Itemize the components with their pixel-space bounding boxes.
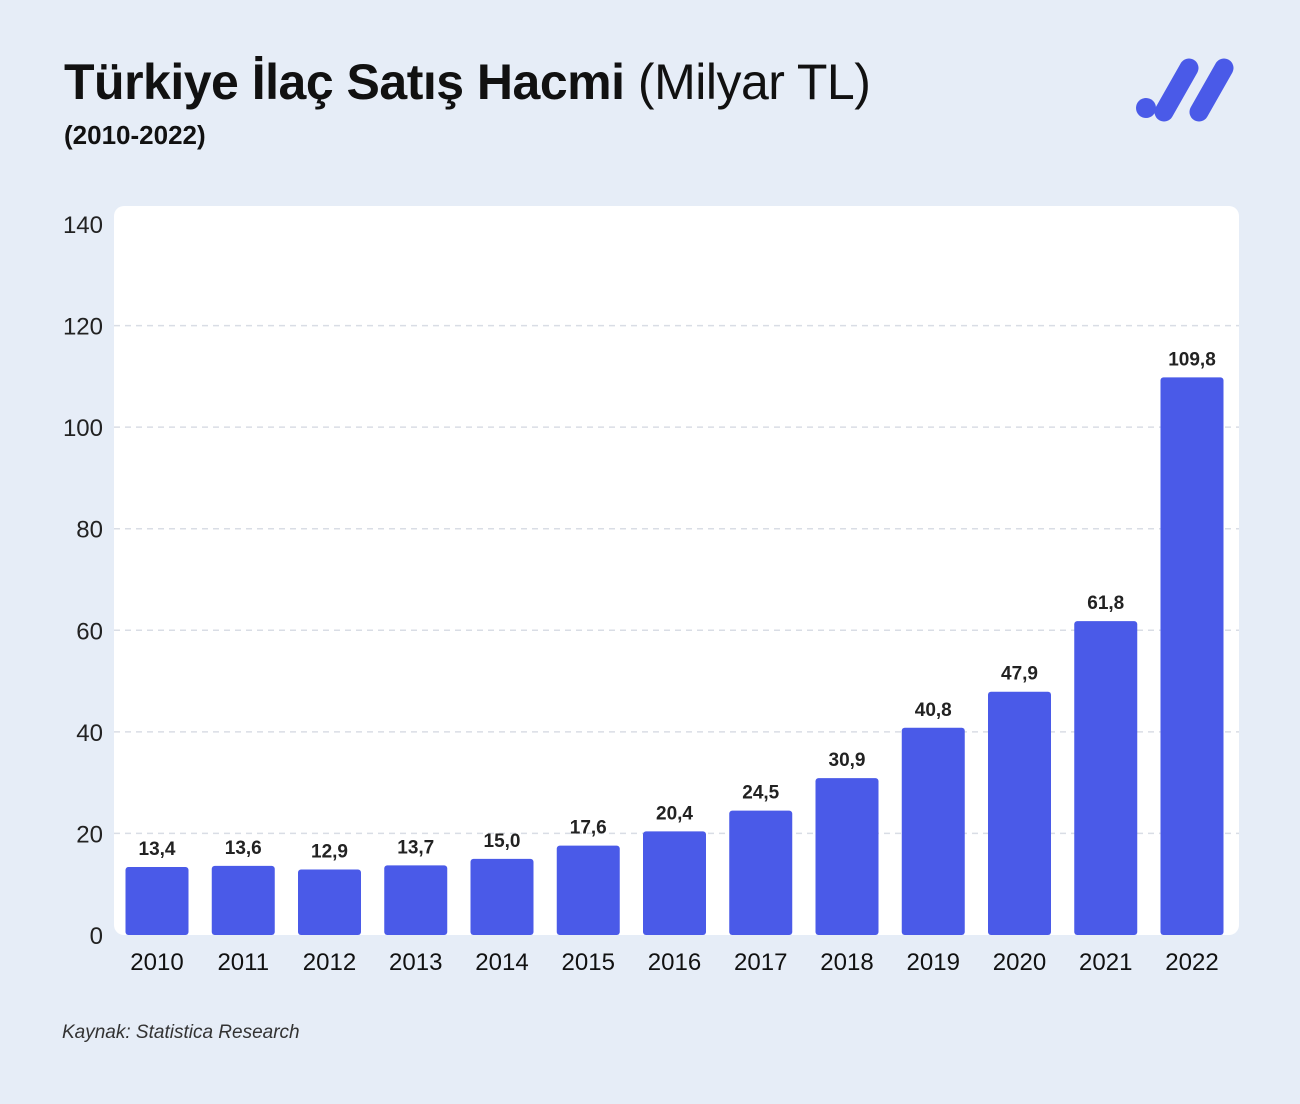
y-tick-label: 120 [63,314,103,341]
x-tick-label: 2015 [562,949,615,976]
y-tick-label: 60 [76,618,103,645]
data-label: 30,9 [829,750,866,771]
data-label: 13,4 [139,839,176,860]
y-tick-label: 0 [90,923,103,950]
data-label: 109,8 [1168,349,1216,370]
bar [384,865,448,935]
y-tick-label: 100 [63,415,103,442]
bar [729,810,793,935]
brand-logo-icon [1136,58,1234,122]
data-label: 13,6 [225,838,262,859]
x-tick-label: 2018 [820,949,873,976]
bar [125,866,189,935]
y-tick-label: 20 [76,821,103,848]
chart-title: Türkiye İlaç Satış Hacmi (Milyar TL) [64,52,871,112]
data-label: 17,6 [570,818,607,839]
data-label: 47,9 [1001,664,1038,685]
y-tick-label: 80 [76,517,103,544]
x-tick-label: 2021 [1079,949,1132,976]
y-tick-label: 40 [76,720,103,747]
data-label: 61,8 [1087,593,1124,614]
x-tick-label: 2013 [389,949,442,976]
bar [211,865,275,935]
chart-title-main: Türkiye İlaç Satış Hacmi [64,54,625,110]
bar [556,845,620,935]
data-label: 24,5 [742,783,779,804]
bar [1160,377,1224,935]
x-tick-label: 2012 [303,949,356,976]
x-tick-label: 2017 [734,949,787,976]
chart-subtitle: (2010-2022) [64,120,206,150]
bar [901,727,965,935]
x-tick-label: 2022 [1165,949,1218,976]
plot-area [114,206,1239,935]
x-tick-label: 2020 [993,949,1046,976]
x-tick-label: 2010 [130,949,183,976]
x-tick-label: 2019 [907,949,960,976]
chart-title-unit: (Milyar TL) [637,54,871,110]
bar [643,831,706,935]
data-label: 12,9 [311,841,348,862]
data-label: 20,4 [656,803,693,824]
data-label: 13,7 [397,837,434,858]
bar [298,869,361,935]
bar [1074,621,1138,935]
data-label: 40,8 [915,700,952,721]
x-tick-label: 2014 [475,949,528,976]
y-tick-label: 140 [63,212,103,239]
bar [988,691,1051,935]
source-note: Kaynak: Statistica Research [62,1022,300,1043]
bar [470,858,534,935]
data-label: 15,0 [484,831,521,852]
x-tick-label: 2011 [217,949,269,976]
bar [815,778,879,935]
x-tick-label: 2016 [648,949,701,976]
